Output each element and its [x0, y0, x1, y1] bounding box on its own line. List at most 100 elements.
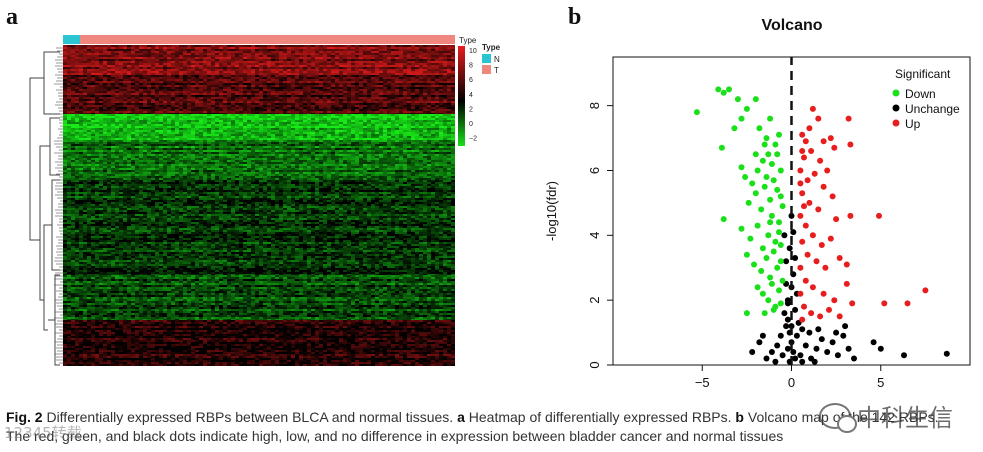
heatmap-cell [171, 87, 175, 89]
heatmap-cell [111, 47, 115, 49]
heatmap-cell [255, 142, 259, 144]
heatmap-cell [95, 116, 99, 118]
heatmap-cell [327, 118, 331, 120]
heatmap-cell [295, 63, 299, 65]
heatmap-cell [271, 57, 275, 59]
heatmap-cell [83, 73, 87, 75]
heatmap-cell [167, 55, 171, 57]
heatmap-cell [87, 49, 91, 51]
heatmap-cell [379, 55, 383, 57]
heatmap-cell [231, 97, 235, 99]
heatmap-cell [91, 85, 95, 87]
heatmap-cell [83, 101, 87, 103]
heatmap-cell [423, 138, 427, 140]
heatmap-cell [335, 128, 339, 130]
heatmap-cell [103, 101, 107, 103]
heatmap-cell [379, 142, 383, 144]
heatmap-cell [431, 81, 435, 83]
heatmap-cell [75, 81, 79, 83]
heatmap-cell [323, 142, 327, 144]
heatmap-cell [271, 87, 275, 89]
heatmap-cell [315, 53, 319, 55]
heatmap-cell [191, 103, 195, 105]
heatmap-cell [231, 79, 235, 81]
heatmap-cell [323, 75, 327, 77]
heatmap-cell [319, 47, 323, 49]
heatmap-cell [183, 142, 187, 144]
heatmap-cell [335, 73, 339, 75]
heatmap-cell [219, 132, 223, 134]
heatmap-cell [79, 77, 83, 79]
heatmap-cell [191, 57, 195, 59]
heatmap-cell [219, 128, 223, 130]
heatmap-cell [183, 83, 187, 85]
heatmap-cell [159, 103, 163, 105]
heatmap-cell [247, 114, 251, 116]
heatmap-cell [403, 89, 407, 91]
heatmap-cell [399, 134, 403, 136]
heatmap-cell [355, 130, 359, 132]
heatmap-cell [155, 77, 159, 79]
heatmap-cell [287, 49, 291, 51]
heatmap-cell [315, 59, 319, 61]
heatmap-cell [291, 49, 295, 51]
heatmap-cell [191, 114, 195, 116]
heatmap-cell [363, 124, 367, 126]
heatmap-cell [87, 89, 91, 91]
heatmap-cell [239, 69, 243, 71]
heatmap-cell [447, 79, 451, 81]
heatmap-cell [147, 130, 151, 132]
heatmap-cell [367, 134, 371, 136]
heatmap-cell [335, 126, 339, 128]
heatmap-cell [379, 126, 383, 128]
heatmap-cell [175, 83, 179, 85]
heatmap-cell [263, 97, 267, 99]
heatmap-cell [247, 69, 251, 71]
heatmap-cell [303, 120, 307, 122]
heatmap-cell [163, 126, 167, 128]
heatmap-cell [343, 97, 347, 99]
heatmap-cell [83, 140, 87, 142]
heatmap-cell [303, 91, 307, 93]
heatmap-cell [335, 85, 339, 87]
heatmap-cell [239, 142, 243, 144]
heatmap-cell [347, 77, 351, 79]
heatmap-cell [303, 136, 307, 138]
heatmap-cell [299, 122, 303, 124]
heatmap-cell [299, 59, 303, 61]
heatmap-cell [403, 77, 407, 79]
heatmap-cell [407, 69, 411, 71]
heatmap-cell [235, 99, 239, 101]
heatmap-cell [227, 103, 231, 105]
heatmap-cell [111, 118, 115, 120]
heatmap-cell [219, 103, 223, 105]
heatmap-cell [71, 105, 75, 107]
heatmap-cell [435, 63, 439, 65]
heatmap-cell [211, 111, 215, 113]
heatmap-cell [131, 67, 135, 69]
heatmap-cell [199, 101, 203, 103]
heatmap-cell [419, 128, 423, 130]
heatmap-cell [387, 107, 391, 109]
heatmap-cell [447, 99, 451, 101]
heatmap-cell [407, 101, 411, 103]
heatmap-cell [319, 124, 323, 126]
heatmap-cell [439, 138, 443, 140]
heatmap-cell [331, 97, 335, 99]
heatmap-cell [203, 91, 207, 93]
heatmap-cell [223, 118, 227, 120]
heatmap-cell [415, 91, 419, 93]
heatmap-cell [303, 47, 307, 49]
heatmap-cell [179, 77, 183, 79]
heatmap-cell [119, 49, 123, 51]
heatmap-cell [207, 55, 211, 57]
heatmap-cell [315, 114, 319, 116]
heatmap-cell [203, 138, 207, 140]
heatmap-cell [103, 118, 107, 120]
heatmap-cell [275, 140, 279, 142]
heatmap-cell [411, 132, 415, 134]
heatmap-cell [135, 101, 139, 103]
heatmap-cell [211, 136, 215, 138]
heatmap-cell [199, 89, 203, 91]
heatmap-cell [143, 55, 147, 57]
